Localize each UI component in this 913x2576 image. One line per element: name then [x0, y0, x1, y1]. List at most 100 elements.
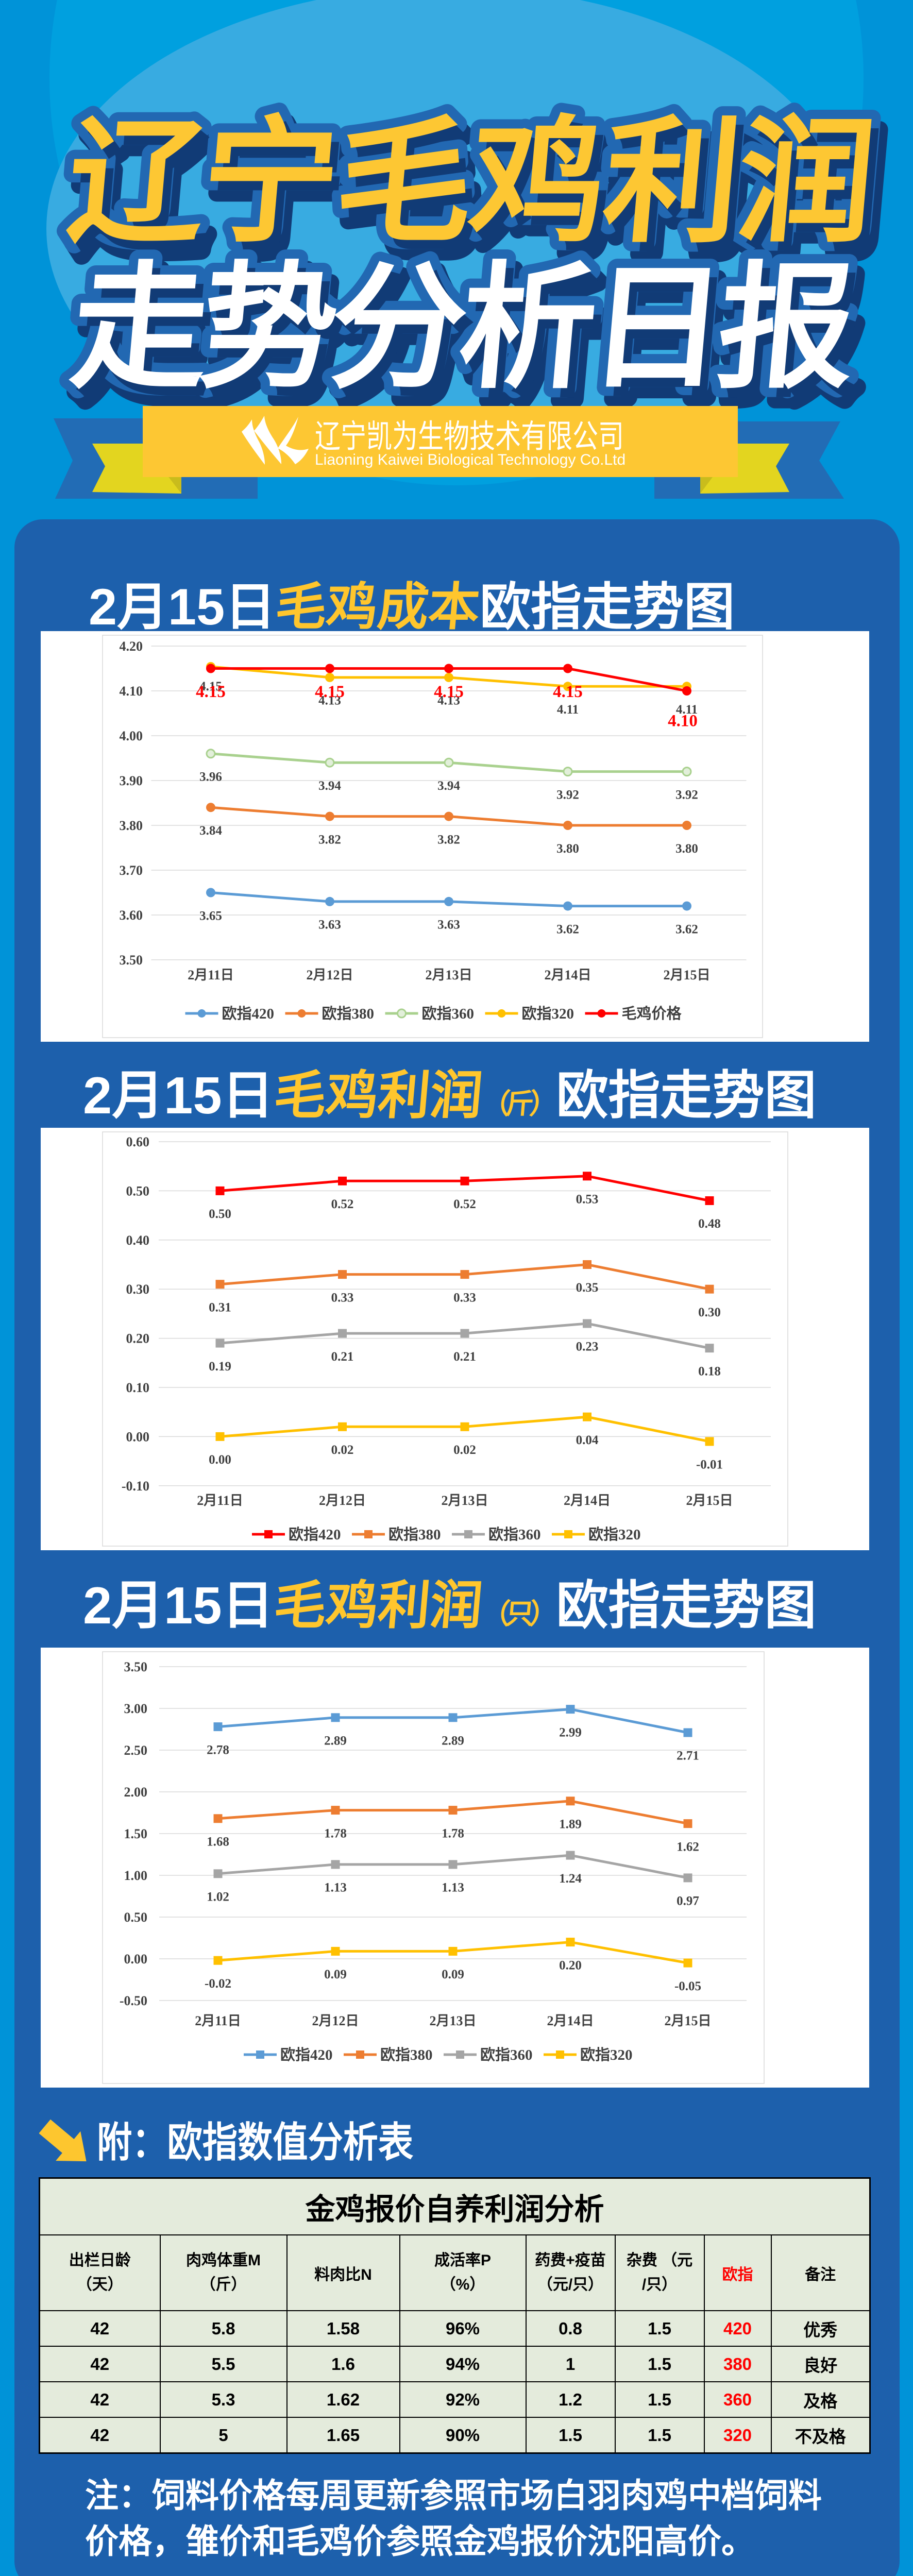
svg-text:辽宁毛鸡利润: 辽宁毛鸡利润 — [69, 118, 886, 269]
svg-text:2月13日: 2月13日 — [441, 1493, 488, 1508]
svg-text:3.80: 3.80 — [556, 842, 579, 856]
svg-text:3.65: 3.65 — [199, 909, 222, 923]
svg-text:0.60: 0.60 — [126, 1134, 150, 1149]
svg-text:0.04: 0.04 — [576, 1433, 599, 1447]
svg-text:3.63: 3.63 — [437, 918, 460, 932]
svg-text:-0.01: -0.01 — [696, 1458, 723, 1472]
svg-text:2月12日: 2月12日 — [306, 968, 353, 982]
svg-text:3.80: 3.80 — [120, 818, 143, 833]
svg-text:4.11: 4.11 — [676, 703, 698, 717]
svg-text:2.71: 2.71 — [677, 1749, 699, 1763]
svg-text:3.82: 3.82 — [437, 833, 460, 846]
svg-text:4.13: 4.13 — [318, 694, 341, 708]
svg-text:2.89: 2.89 — [324, 1734, 347, 1748]
svg-text:1.78: 1.78 — [442, 1826, 464, 1840]
svg-text:3.82: 3.82 — [318, 833, 341, 846]
svg-text:3.84: 3.84 — [199, 824, 222, 838]
svg-text:0.02: 0.02 — [453, 1443, 476, 1457]
svg-text:0.97: 0.97 — [677, 1894, 699, 1908]
svg-text:4.15: 4.15 — [196, 683, 226, 701]
svg-text:-0.02: -0.02 — [205, 1977, 231, 1991]
svg-text:2月14日: 2月14日 — [564, 1493, 611, 1508]
svg-text:2月12日: 2月12日 — [312, 2013, 359, 2028]
svg-text:欧指360: 欧指360 — [488, 1526, 541, 1543]
svg-text:欧指360: 欧指360 — [422, 1005, 475, 1022]
svg-text:0.52: 0.52 — [331, 1197, 354, 1211]
svg-text:2.89: 2.89 — [442, 1734, 464, 1748]
svg-text:欧指360: 欧指360 — [480, 2046, 533, 2063]
svg-text:2月14日: 2月14日 — [547, 2013, 594, 2028]
svg-text:1.00: 1.00 — [124, 1868, 148, 1883]
svg-text:4.15: 4.15 — [553, 683, 583, 701]
svg-text:3.50: 3.50 — [120, 953, 143, 968]
svg-text:4.10: 4.10 — [120, 684, 143, 699]
svg-text:0.19: 0.19 — [209, 1360, 231, 1374]
svg-text:2.78: 2.78 — [207, 1743, 229, 1757]
svg-text:3.92: 3.92 — [675, 788, 698, 802]
svg-text:2月15日: 2月15日 — [664, 2013, 711, 2028]
svg-text:4.13: 4.13 — [437, 694, 460, 708]
svg-text:3.80: 3.80 — [675, 842, 698, 856]
svg-text:2.50: 2.50 — [124, 1743, 148, 1758]
svg-text:0.53: 0.53 — [576, 1193, 599, 1207]
svg-text:辽宁毛鸡利润: 辽宁毛鸡利润 — [62, 107, 879, 258]
svg-text:2月14日: 2月14日 — [544, 968, 591, 982]
svg-text:欧指420: 欧指420 — [222, 1005, 275, 1022]
svg-text:0.23: 0.23 — [576, 1340, 599, 1354]
svg-text:欧指380: 欧指380 — [322, 1005, 375, 1022]
svg-text:走势分析日报: 走势分析日报 — [65, 252, 861, 404]
svg-text:0.20: 0.20 — [126, 1331, 150, 1346]
svg-text:0.20: 0.20 — [559, 1958, 582, 1972]
svg-text:-0.50: -0.50 — [120, 1993, 147, 2008]
svg-text:欧指420: 欧指420 — [280, 2046, 333, 2063]
svg-text:3.62: 3.62 — [556, 922, 579, 936]
svg-text:2月11日: 2月11日 — [195, 2013, 241, 2028]
svg-text:1.50: 1.50 — [124, 1826, 148, 1841]
svg-text:1.13: 1.13 — [324, 1881, 347, 1895]
svg-text:0.00: 0.00 — [209, 1453, 231, 1467]
svg-text:0.48: 0.48 — [698, 1217, 721, 1231]
svg-text:-0.10: -0.10 — [122, 1479, 149, 1494]
svg-text:0.10: 0.10 — [126, 1380, 150, 1395]
svg-text:3.96: 3.96 — [199, 770, 222, 784]
svg-text:2月13日: 2月13日 — [425, 968, 472, 982]
svg-text:0.52: 0.52 — [453, 1197, 476, 1211]
svg-text:4.15: 4.15 — [434, 683, 464, 701]
svg-text:走势分析日报: 走势分析日报 — [65, 252, 861, 404]
svg-text:2月11日: 2月11日 — [188, 968, 234, 982]
svg-text:欧指420: 欧指420 — [289, 1526, 341, 1543]
svg-text:4.10: 4.10 — [668, 712, 698, 731]
svg-text:4.15: 4.15 — [315, 683, 345, 701]
svg-text:0.21: 0.21 — [453, 1350, 476, 1364]
svg-text:1.68: 1.68 — [207, 1835, 229, 1849]
svg-text:2.99: 2.99 — [559, 1725, 582, 1739]
svg-text:0.30: 0.30 — [126, 1282, 150, 1297]
svg-text:辽宁毛鸡利润: 辽宁毛鸡利润 — [62, 107, 879, 258]
svg-text:3.90: 3.90 — [120, 773, 143, 788]
svg-text:0.35: 0.35 — [576, 1281, 599, 1295]
svg-text:0.31: 0.31 — [209, 1300, 231, 1314]
svg-text:0.00: 0.00 — [126, 1429, 150, 1444]
svg-text:0.09: 0.09 — [324, 1968, 347, 1981]
svg-text:0.09: 0.09 — [442, 1968, 464, 1981]
svg-text:欧指380: 欧指380 — [388, 1526, 441, 1543]
svg-text:走势分析日报: 走势分析日报 — [73, 262, 869, 413]
svg-text:3.92: 3.92 — [556, 788, 579, 802]
svg-text:欧指380: 欧指380 — [380, 2046, 433, 2063]
svg-text:欧指320: 欧指320 — [522, 1005, 574, 1022]
svg-text:4.15: 4.15 — [199, 680, 222, 693]
svg-text:0.21: 0.21 — [331, 1350, 354, 1364]
svg-text:3.94: 3.94 — [318, 779, 341, 793]
svg-text:0.02: 0.02 — [331, 1443, 354, 1457]
svg-text:3.50: 3.50 — [124, 1659, 148, 1674]
svg-text:3.60: 3.60 — [120, 908, 143, 923]
svg-text:0.33: 0.33 — [453, 1291, 476, 1304]
svg-text:0.33: 0.33 — [331, 1291, 354, 1304]
svg-text:欧指320: 欧指320 — [588, 1526, 641, 1543]
svg-text:欧指320: 欧指320 — [580, 2046, 633, 2063]
svg-text:3.62: 3.62 — [675, 922, 698, 936]
svg-text:1.02: 1.02 — [207, 1890, 229, 1904]
svg-text:1.62: 1.62 — [677, 1840, 699, 1854]
svg-text:3.70: 3.70 — [120, 863, 143, 878]
svg-text:毛鸡价格: 毛鸡价格 — [622, 1005, 682, 1022]
